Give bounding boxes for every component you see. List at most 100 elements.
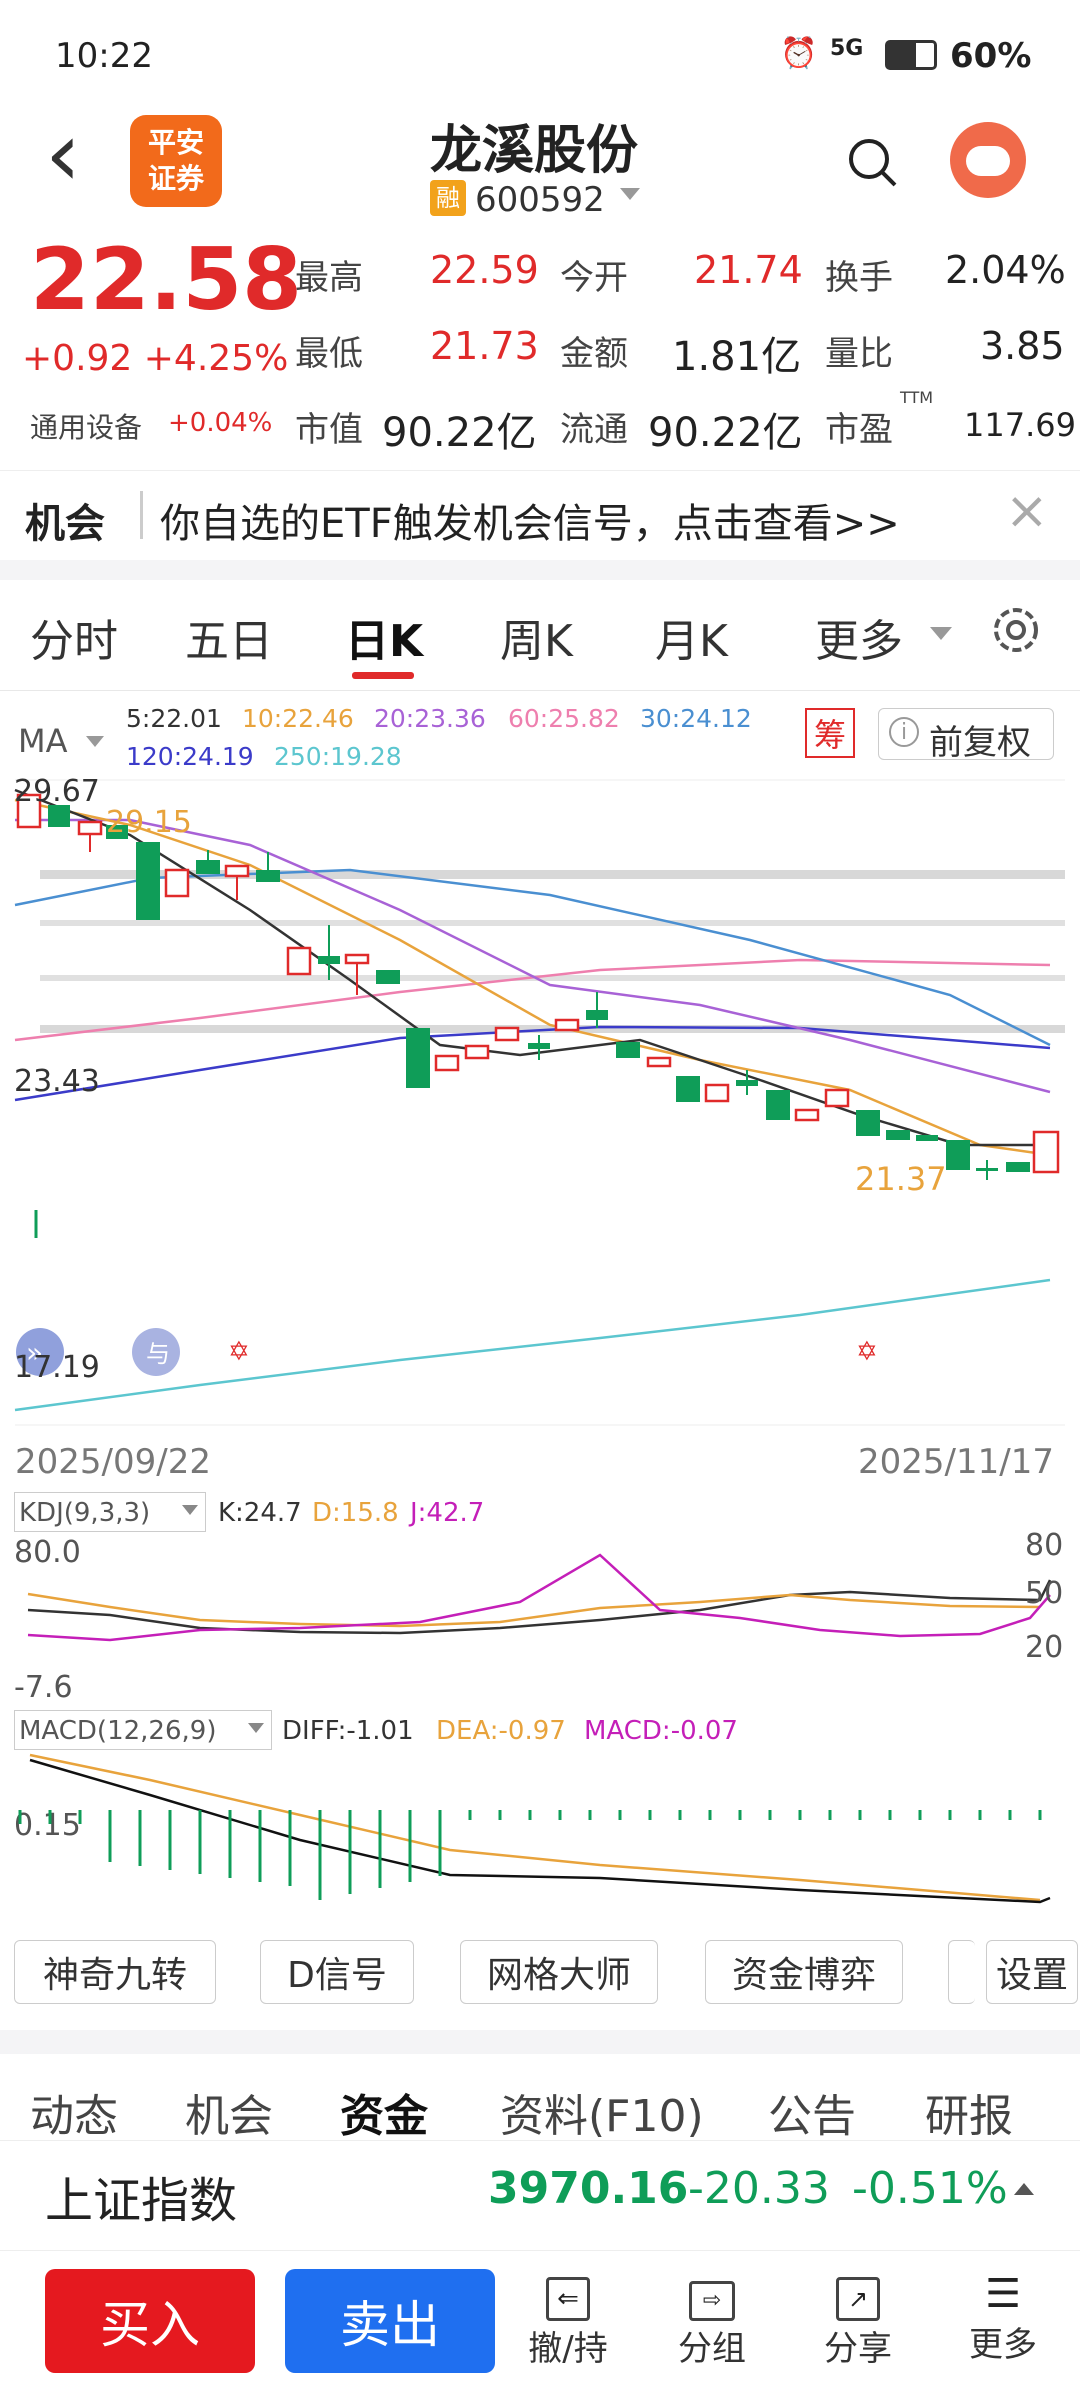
macd-dropdown-icon[interactable] — [248, 1723, 264, 1733]
ma-indicator-bar: MA 5:22.01 10:22.46 20:23.36 60:25.82 30… — [0, 700, 1080, 790]
cancel-hold-button[interactable]: ⇐ 撤/持 — [518, 2271, 618, 2370]
ma120-line — [14, 1025, 1051, 1102]
ma10-value: 10:22.46 — [242, 704, 354, 733]
ma20-line — [15, 818, 1051, 1094]
status-bar: 10:22 ⏰ 5G 60% — [0, 0, 1080, 110]
tab-five-day[interactable]: 五日 — [185, 616, 273, 667]
tab-announcement[interactable]: 公告 — [768, 2091, 856, 2142]
macd-selector[interactable]: MACD(12,26,9) — [14, 1710, 272, 1750]
section-divider — [0, 560, 1080, 580]
sector-name[interactable]: 通用设备 — [30, 411, 143, 444]
broker-logo[interactable]: 平安 证券 — [130, 115, 222, 207]
more-dropdown-icon[interactable] — [930, 627, 952, 640]
tab-capital[interactable]: 资金 — [340, 2091, 428, 2142]
tab-intraday[interactable]: 分时 — [30, 616, 118, 667]
close-icon[interactable]: × — [1005, 481, 1049, 541]
chip-button[interactable]: 筹 — [805, 708, 855, 758]
magic-nine-button[interactable]: 神奇九转 — [14, 1940, 216, 2004]
index-value: 3970.16 — [488, 2163, 689, 2214]
back-button[interactable]: ‹ — [45, 102, 81, 207]
notice-text[interactable]: 你自选的ETF触发机会信号，点击查看>> — [160, 501, 900, 547]
expand-up-icon[interactable] — [1014, 2183, 1034, 2195]
gear-icon[interactable] — [988, 602, 1044, 658]
grid-master-button[interactable]: 网格大师 — [460, 1940, 658, 2004]
macd-dea: DEA:-0.97 — [436, 1716, 566, 1746]
svg-text:✡: ✡ — [228, 1337, 250, 1367]
field-label: 最高 — [295, 258, 363, 298]
field-label: 市值 — [295, 410, 363, 450]
margin-badge: 融 — [430, 180, 466, 216]
search-icon[interactable] — [845, 135, 901, 191]
field-label: 今开 — [560, 258, 628, 298]
field-value: 22.59 — [430, 248, 539, 292]
section-divider — [0, 2030, 1080, 2054]
field-label: 流通 — [560, 410, 628, 450]
tab-f10[interactable]: 资料(F10) — [500, 2091, 704, 2142]
resistance-band — [40, 870, 1065, 879]
cancel-hold-label: 撤/持 — [528, 2329, 608, 2369]
tab-weekly-k[interactable]: 周K — [500, 616, 573, 667]
more-button[interactable]: ☰ 更多 — [953, 2271, 1053, 2366]
sell-button[interactable]: 卖出 — [285, 2269, 495, 2373]
group-button[interactable]: ⇨ 分组 — [662, 2271, 762, 2370]
kdj-axis-right-80: 80 — [1025, 1528, 1064, 1563]
field-value: 3.85 — [980, 324, 1065, 368]
alarm-icon: ⏰ — [780, 36, 818, 71]
price-high-label: 29.67 — [14, 774, 100, 809]
last-price: 22.58 — [30, 230, 303, 330]
candles — [16, 793, 1060, 1180]
kdj-j: J:42.7 — [410, 1498, 485, 1528]
stock-header: ‹ 平安 证券 龙溪股份 融 600592 — [0, 100, 1080, 230]
field-value: 2.04% — [945, 248, 1066, 292]
battery-level: 60% — [950, 36, 1032, 76]
kdj-dropdown-icon[interactable] — [182, 1505, 198, 1515]
index-ticker[interactable]: 上证指数 3970.16 -20.33 -0.51% — [0, 2140, 1080, 2241]
tab-research[interactable]: 研报 — [925, 2091, 1013, 2142]
kdj-selector[interactable]: KDJ(9,3,3) — [14, 1492, 206, 1532]
field-value: 90.22亿 — [382, 410, 537, 456]
field-label: 市盈 — [825, 410, 893, 450]
field-label: 换手 — [825, 258, 893, 298]
signal-markers[interactable]: » 与 ✡ ✡ — [16, 1328, 878, 1376]
signal-icon: 5G — [830, 36, 864, 61]
d-signal-button[interactable]: D信号 — [260, 1940, 414, 2004]
ma60-value: 60:25.82 — [508, 704, 620, 733]
trade-footer: 买入 卖出 ⇐ 撤/持 ⇨ 分组 ↗ 分享 ☰ 更多 — [0, 2250, 1080, 2389]
settings-button[interactable]: 设置 — [986, 1940, 1078, 2004]
info-icon: i — [889, 717, 919, 747]
avatar-icon[interactable] — [950, 122, 1026, 198]
ma60-line — [14, 958, 1051, 1042]
index-name: 上证指数 — [45, 2173, 238, 2229]
tab-monthly-k[interactable]: 月K — [655, 616, 728, 667]
capital-game-button[interactable]: 资金博弈 — [705, 1940, 903, 2004]
ttm-label: TTM — [900, 388, 934, 407]
price-low-marker: 21.37 — [855, 1160, 947, 1198]
adjust-button[interactable]: i 前复权 — [878, 708, 1054, 763]
ma-dropdown-icon[interactable] — [86, 736, 104, 747]
tab-daily-k[interactable]: 日K — [345, 616, 424, 667]
chart-tabs: 分时 五日 日K 周K 月K 更多 — [0, 580, 1080, 691]
svg-text:»: » — [26, 1336, 43, 1369]
field-value: 1.81亿 — [672, 334, 802, 380]
tab-more[interactable]: 更多 — [815, 616, 903, 667]
tab-opportunity[interactable]: 机会 — [185, 2091, 273, 2142]
ma120-value: 120:24.19 — [126, 742, 254, 771]
kdj-axis-bottom: -7.6 — [14, 1670, 73, 1705]
tool-overflow[interactable] — [948, 1940, 975, 2004]
kline-chart[interactable]: » 与 ✡ ✡ — [0, 770, 1080, 1920]
price-mid-label: 23.43 — [14, 1064, 100, 1099]
opportunity-notice[interactable]: 机会 你自选的ETF触发机会信号，点击查看>> × — [0, 470, 1080, 562]
tab-news[interactable]: 动态 — [30, 2091, 118, 2142]
price-low-label: 17.19 — [14, 1350, 100, 1385]
field-label: 金额 — [560, 334, 628, 374]
ma250-value: 250:19.28 — [274, 742, 402, 771]
notice-tag: 机会 — [25, 501, 105, 547]
code-dropdown-icon[interactable] — [620, 188, 640, 200]
share-button[interactable]: ↗ 分享 — [808, 2271, 908, 2370]
ma250-line — [14, 1278, 1051, 1412]
resistance-band — [40, 920, 1065, 926]
ma5-value: 5:22.01 — [126, 704, 222, 733]
buy-button[interactable]: 买入 — [45, 2269, 255, 2373]
ma-label[interactable]: MA — [18, 722, 68, 760]
svg-text:✡: ✡ — [856, 1337, 878, 1367]
